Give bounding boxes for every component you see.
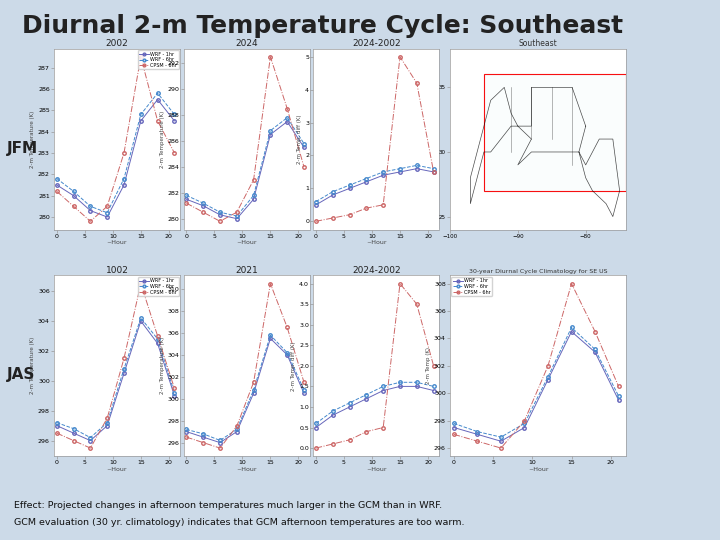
Title: 2002: 2002 <box>106 39 128 48</box>
Text: Effect: Projected changes in afternoon temperatures much larger in the GCM than : Effect: Projected changes in afternoon t… <box>14 501 443 510</box>
X-axis label: ~Hour: ~Hour <box>366 240 387 245</box>
Title: Southeast: Southeast <box>519 39 557 48</box>
Title: 2024-2002: 2024-2002 <box>352 39 400 48</box>
Bar <box>484 75 626 191</box>
X-axis label: ~Hour: ~Hour <box>236 467 257 472</box>
Legend: WRF - 1hr, WRF - 6hr, CPSM - 6hr: WRF - 1hr, WRF - 6hr, CPSM - 6hr <box>138 277 179 296</box>
Title: 1002: 1002 <box>106 266 128 275</box>
Text: Diurnal 2-m Temperature Cycle: Southeast: Diurnal 2-m Temperature Cycle: Southeast <box>22 14 623 37</box>
Title: 2024: 2024 <box>235 39 258 48</box>
Legend: WRF - 1hr, WRF - 6hr, CPSM - 6hr: WRF - 1hr, WRF - 6hr, CPSM - 6hr <box>451 277 492 296</box>
X-axis label: ~Hour: ~Hour <box>107 240 127 245</box>
Title: 2021: 2021 <box>235 266 258 275</box>
Y-axis label: 2-m Temp. diff (K): 2-m Temp. diff (K) <box>297 114 302 164</box>
Title: 2024-2002: 2024-2002 <box>352 266 400 275</box>
Text: JAS: JAS <box>7 367 35 382</box>
X-axis label: ~Hour: ~Hour <box>107 467 127 472</box>
Y-axis label: 2-m Temperature (K): 2-m Temperature (K) <box>30 337 35 395</box>
Y-axis label: 2-m Temperature (K): 2-m Temperature (K) <box>160 110 165 168</box>
Y-axis label: 2-m Temperature (K): 2-m Temperature (K) <box>30 110 35 168</box>
Y-axis label: 2-m Temperature (K): 2-m Temperature (K) <box>160 337 165 395</box>
Text: JFM: JFM <box>7 140 38 156</box>
Legend: WRF - 1hr, WRF - 6hr, CPSM - 6hr: WRF - 1hr, WRF - 6hr, CPSM - 6hr <box>138 50 179 70</box>
X-axis label: ~Hour: ~Hour <box>366 467 387 472</box>
Title: 30-year Diurnal Cycle Climatology for SE US: 30-year Diurnal Cycle Climatology for SE… <box>469 268 608 274</box>
Y-axis label: 2-m Temp (K): 2-m Temp (K) <box>426 347 431 384</box>
Y-axis label: 2-m Temp. diff (K): 2-m Temp. diff (K) <box>292 341 297 390</box>
X-axis label: ~Hour: ~Hour <box>236 240 257 245</box>
X-axis label: ~Hour: ~Hour <box>528 467 549 472</box>
Text: GCM evaluation (30 yr. climatology) indicates that GCM afternoon temperatures ar: GCM evaluation (30 yr. climatology) indi… <box>14 518 465 528</box>
